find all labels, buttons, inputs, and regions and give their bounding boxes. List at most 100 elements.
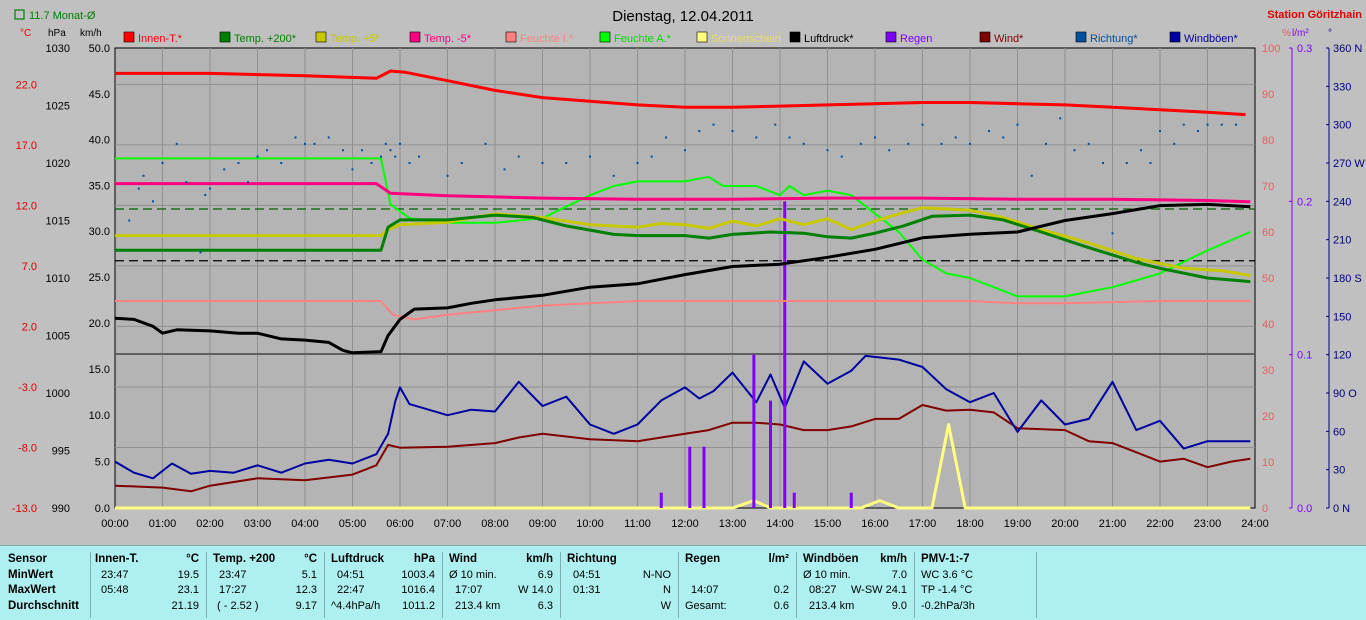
series-richtung-point (1140, 149, 1142, 152)
pressure-axis-tick: 1025 (46, 101, 70, 113)
direction-axis-tick: 60 (1333, 426, 1345, 438)
series-richtung-point (840, 155, 843, 158)
stats-temp200-unit: °C (304, 553, 317, 565)
pressure-axis-tick: 995 (52, 446, 70, 458)
stats-gusts-min-label: Ø 10 min. (803, 568, 851, 581)
stats-direction-name: Richtung (567, 553, 617, 565)
month-avg-label: 11.7 Monat-Ø (29, 10, 96, 22)
stats-pmv-dewpoint: TP -1.4 °C (921, 584, 973, 596)
direction-axis-tick: 0 N (1333, 503, 1350, 515)
stats-pmv-column: PMV-1:-7 WC 3.6 °C TP -1.4 °C -0.2hPa/3h (914, 552, 1035, 618)
series-richtung-point (161, 162, 164, 164)
series-richtung-point (484, 142, 487, 145)
series-richtung-point (774, 123, 777, 126)
wind-axis-tick: 40.0 (89, 135, 110, 147)
series-richtung-point (665, 136, 667, 139)
rain-axis-tick: 0.1 (1297, 350, 1312, 362)
stats-pmv-windchill: WC 3.6 °C (921, 568, 974, 581)
series-richtung-point (1220, 123, 1223, 126)
x-tick-label: 16:00 (861, 518, 889, 530)
stats-wind-avg: 6.3 (537, 599, 553, 612)
series-richtung-point (1073, 149, 1076, 152)
series-richtung-point (788, 136, 791, 139)
series-innen-t-line (115, 69, 1246, 117)
legend-label: Feuchte A.* (614, 33, 672, 45)
x-tick-label: 04:00 (291, 518, 319, 530)
x-tick-label: 10:00 (576, 518, 604, 530)
series-richtung-point (859, 142, 862, 145)
stats-temp200-trend: ( - 2.52 ) (217, 599, 259, 612)
series-richtung-point (137, 187, 140, 190)
direction-axis-tick: 360 N (1333, 43, 1362, 55)
x-tick-label: 14:00 (766, 518, 794, 530)
stats-avg-label: Durchschnitt (8, 599, 79, 612)
series-richtung-point (1235, 123, 1237, 126)
stats-innen-max: 23.1 (177, 584, 199, 596)
stats-innen-avg: 21.19 (171, 599, 199, 612)
stats-pressure-min-time: 04:51 (337, 568, 365, 581)
unit-degree: ° (1328, 28, 1332, 39)
stats-direction-min-time: 04:51 (573, 568, 601, 581)
month-avg-icon (14, 9, 25, 20)
series-richtung-point (380, 155, 382, 158)
legend-swatch (885, 31, 897, 43)
stats-direction-column: Richtung 04:51 N-NO 01:31 N W (560, 552, 677, 618)
legend-swatch (123, 31, 135, 43)
stats-pmv-trend: -0.2hPa/3h (921, 599, 975, 612)
x-tick-label: 20:00 (1051, 518, 1079, 530)
stats-gusts-avg: 9.0 (891, 599, 907, 612)
series-richtung-point (223, 168, 226, 171)
stats-end-divider (1036, 552, 1038, 618)
series-richtung-point (1159, 130, 1161, 133)
stats-rain-max-time: 14:07 (691, 584, 719, 596)
x-tick-label: 08:00 (481, 518, 509, 530)
series-sonnenschein-line (115, 423, 1251, 510)
stats-pressure-trend: ^4.4hPa/h (331, 599, 381, 612)
stats-innen-max-time: 05:48 (101, 584, 129, 596)
stats-gusts-max-time: 08:27 (809, 584, 837, 596)
stats-pressure-max: 1016.4 (401, 584, 435, 596)
wind-axis-tick: 45.0 (89, 89, 110, 101)
series-richtung-point (698, 130, 701, 133)
legend-label: Wind* (994, 33, 1024, 45)
series-richtung-point (969, 142, 971, 145)
series-richtung-point (128, 219, 131, 222)
unit-celsius: °C (20, 28, 31, 39)
stats-temp200-column: Temp. +200 °C 23:47 5.1 17:27 12.3 ( - 2.52… (206, 552, 323, 618)
legend-swatch (505, 31, 517, 43)
series-feuchte-a-line (115, 157, 1251, 298)
humidity-axis-tick: 70 (1262, 181, 1274, 193)
unit-percent: % (1282, 28, 1291, 39)
legend-label: Temp. +200* (234, 33, 297, 45)
temp-axis-tick: -13.0 (12, 503, 37, 515)
series-richtung-point (1102, 162, 1104, 164)
stats-temp200-avg: 9.17 (295, 599, 317, 612)
series-richtung-point (1030, 174, 1033, 177)
series-richtung-point (589, 155, 591, 158)
series-richtung-point (1087, 142, 1090, 145)
legend-swatch (409, 31, 421, 43)
stats-sensor-header: Sensor (8, 553, 47, 565)
temp-axis-tick: -8.0 (18, 442, 37, 454)
legend-swatch (1075, 31, 1087, 43)
series-richtung-point (313, 142, 316, 145)
direction-axis-tick: 270 W (1333, 158, 1365, 170)
temp-axis-tick: 22.0 (16, 79, 37, 91)
temp-axis-tick: 2.0 (22, 321, 37, 333)
x-tick-label: 19:00 (1004, 518, 1032, 530)
stats-rain-total-label: Gesamt: (685, 599, 727, 612)
statistics-panel: Sensor MinWert MaxWert Durchschnitt Inne… (0, 545, 1366, 620)
series-richtung-point (266, 149, 268, 152)
series-richtung-point (237, 162, 240, 164)
stats-wind-min: 6.9 (537, 568, 553, 581)
series-richtung-point (247, 181, 249, 184)
legend: Innen-T.* Temp. +200* Temp. +5* Temp. -5* Fe… (123, 31, 1239, 45)
series-richtung-point (394, 155, 397, 158)
series-richtung-point (351, 168, 354, 171)
series-richtung-point (418, 155, 420, 158)
pressure-axis-tick: 1010 (46, 273, 70, 285)
stats-innen-unit: °C (186, 553, 199, 565)
series-richtung-point (389, 149, 392, 152)
series-temp-5-line (115, 182, 1251, 204)
series-richtung-point (304, 142, 306, 145)
